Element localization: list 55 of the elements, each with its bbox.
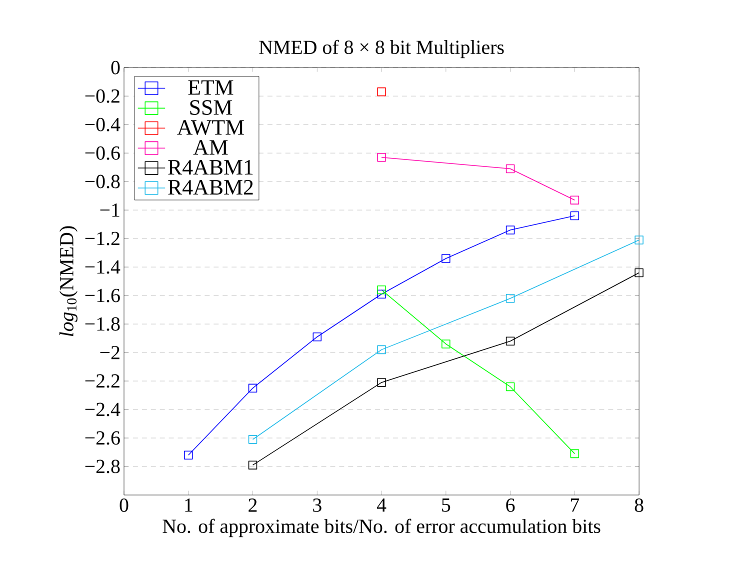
point — [377, 345, 386, 354]
point — [377, 152, 386, 162]
point — [442, 254, 450, 263]
chart-title: NMED of 8 × 8 bit Multipliers — [259, 40, 504, 58]
x-tick-label: 6 — [506, 498, 515, 512]
point — [570, 196, 580, 204]
x-tick-label: 1 — [185, 498, 192, 512]
point — [570, 211, 580, 220]
y-tick-label: −1.4 — [85, 260, 120, 274]
point — [506, 382, 515, 392]
point — [506, 336, 515, 346]
y-tick-label: −0.6 — [85, 146, 120, 160]
y-tick-label: 0 — [111, 60, 120, 74]
y-tick-label: −1.2 — [85, 232, 120, 246]
y-tick-label: −2.4 — [85, 402, 120, 416]
legend-label: AM — [193, 140, 228, 155]
y-tick-label: −2.8 — [85, 460, 120, 474]
point — [184, 450, 193, 460]
y-tick-label: −2 — [100, 346, 120, 360]
point — [377, 378, 386, 387]
y-tick-label: −2.6 — [85, 431, 120, 445]
point — [248, 435, 258, 444]
point — [634, 268, 644, 278]
point — [634, 236, 644, 244]
point — [377, 285, 386, 294]
x-tick-label: 4 — [376, 498, 386, 512]
point — [248, 460, 258, 470]
legend-label: AWTM — [177, 120, 244, 135]
y-axis-title: log$_{10}$(NMED) — [59, 226, 78, 336]
x-tick-label: 2 — [248, 498, 257, 512]
x-tick-label: 8 — [634, 498, 644, 512]
point — [377, 290, 386, 299]
y-tick-label: −2.2 — [85, 374, 120, 388]
y-tick-label: −1.8 — [85, 317, 120, 331]
point — [570, 449, 580, 458]
x-tick-label: 3 — [313, 498, 322, 512]
point — [377, 87, 386, 96]
point — [506, 294, 515, 303]
x-axis-title: No. of approximate bits/No. of error accumulation bits — [162, 518, 600, 538]
y-tick-label: −0.4 — [85, 118, 120, 132]
y-tick-label: −1.6 — [85, 288, 120, 302]
point — [248, 384, 258, 393]
point — [312, 332, 322, 342]
y-tick-label: −0.8 — [85, 174, 120, 188]
x-tick-label: 7 — [571, 498, 580, 512]
legend-label: ETM — [188, 80, 234, 95]
y-tick-label: −1 — [100, 203, 120, 217]
legend-label: R4ABM1 — [168, 160, 253, 175]
y-tick-label: −0.2 — [85, 89, 120, 103]
point — [442, 340, 450, 348]
x-tick-label: 5 — [442, 498, 450, 512]
legend-label: SSM — [190, 100, 232, 115]
legend-label: R4ABM2 — [168, 180, 253, 195]
point — [506, 164, 515, 174]
point — [506, 226, 515, 234]
